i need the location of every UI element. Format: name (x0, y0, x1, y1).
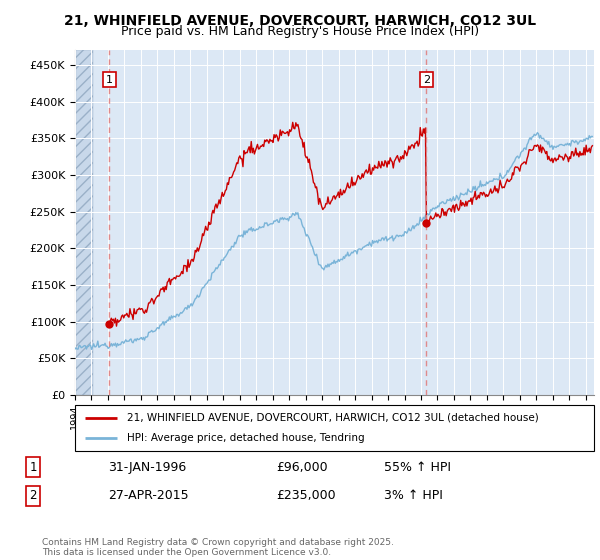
Text: 2: 2 (29, 489, 37, 502)
Text: 3% ↑ HPI: 3% ↑ HPI (384, 489, 443, 502)
Text: £235,000: £235,000 (276, 489, 335, 502)
Text: 1: 1 (106, 74, 113, 85)
Text: 1: 1 (29, 461, 37, 474)
Text: 21, WHINFIELD AVENUE, DOVERCOURT, HARWICH, CO12 3UL (detached house): 21, WHINFIELD AVENUE, DOVERCOURT, HARWIC… (127, 413, 539, 423)
Text: 31-JAN-1996: 31-JAN-1996 (108, 461, 186, 474)
Text: 21, WHINFIELD AVENUE, DOVERCOURT, HARWICH, CO12 3UL: 21, WHINFIELD AVENUE, DOVERCOURT, HARWIC… (64, 14, 536, 28)
Text: 2: 2 (423, 74, 430, 85)
Text: 27-APR-2015: 27-APR-2015 (108, 489, 188, 502)
Text: HPI: Average price, detached house, Tendring: HPI: Average price, detached house, Tend… (127, 433, 365, 443)
Text: £96,000: £96,000 (276, 461, 328, 474)
Text: Price paid vs. HM Land Registry's House Price Index (HPI): Price paid vs. HM Land Registry's House … (121, 25, 479, 38)
Text: Contains HM Land Registry data © Crown copyright and database right 2025.
This d: Contains HM Land Registry data © Crown c… (42, 538, 394, 557)
Text: 55% ↑ HPI: 55% ↑ HPI (384, 461, 451, 474)
Bar (75, 50, 93, 395)
